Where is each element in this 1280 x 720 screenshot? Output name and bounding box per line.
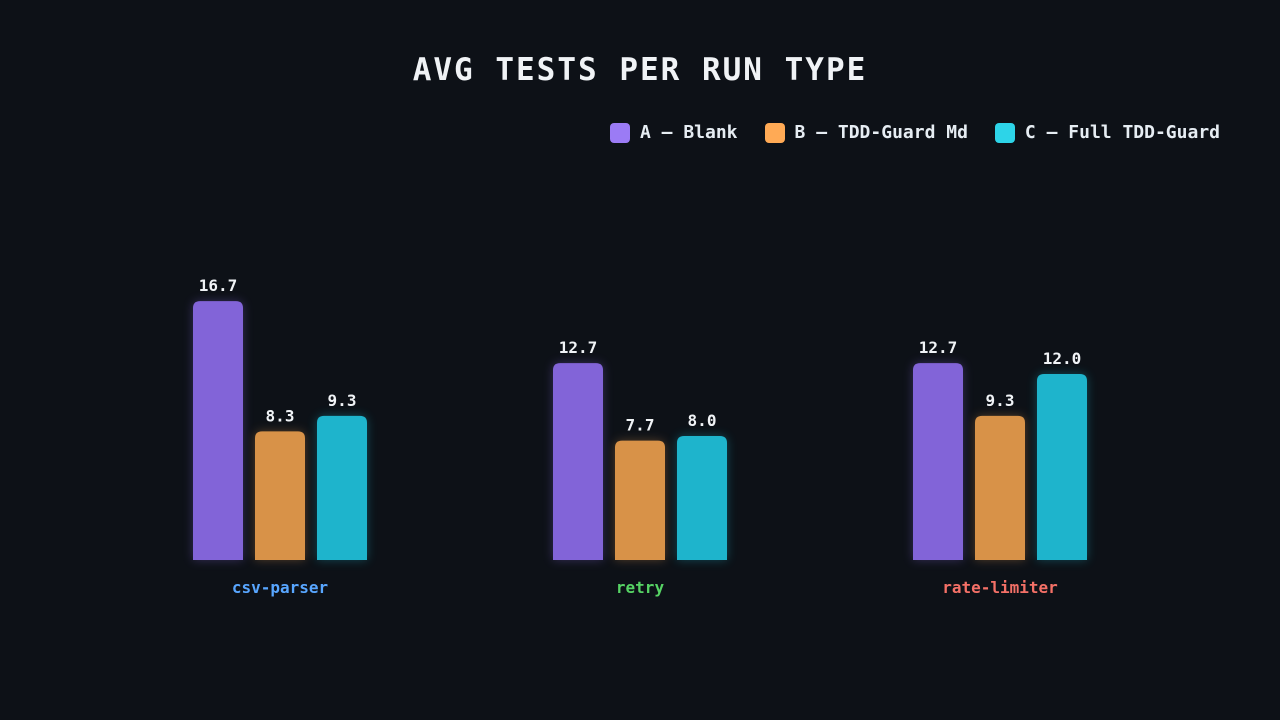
- legend-swatch-a: [609, 123, 630, 143]
- value-label: 9.3: [328, 391, 357, 410]
- category-label-rate-limiter: rate-limiter: [942, 578, 1058, 597]
- legend-swatch-b: [764, 123, 785, 143]
- legend-item-c: C – Full TDD-Guard: [994, 122, 1220, 144]
- category-label-retry: retry: [616, 578, 665, 597]
- value-label: 7.7: [626, 416, 655, 435]
- value-label: 8.3: [266, 406, 295, 425]
- bar-csv-parser-series-c: [317, 415, 367, 560]
- bar-retry-series-a: [553, 363, 603, 560]
- legend-label-b: B – TDD-Guard Md: [794, 122, 968, 143]
- bar-rate-limiter-series-c: [1037, 374, 1087, 560]
- value-label: 12.7: [559, 338, 598, 357]
- value-label: 9.3: [986, 391, 1015, 410]
- legend-item-a: A – Blank: [609, 122, 738, 144]
- value-label: 12.0: [1043, 349, 1082, 368]
- bar-csv-parser-series-a: [193, 301, 243, 560]
- bar-retry-series-c: [677, 436, 727, 560]
- chart-legend: A – Blank B – TDD-Guard Md C – Full TDD-…: [583, 122, 1220, 144]
- legend-item-b: B – TDD-Guard Md: [764, 122, 968, 144]
- bar-rate-limiter-series-b: [975, 415, 1025, 560]
- legend-label-c: C – Full TDD-Guard: [1024, 122, 1220, 143]
- bar-rate-limiter-series-a: [913, 363, 963, 560]
- value-label: 8.0: [688, 411, 717, 430]
- value-label: 12.7: [919, 338, 958, 357]
- value-label: 16.7: [199, 276, 238, 295]
- legend-swatch-c: [994, 123, 1015, 143]
- bar-retry-series-b: [615, 440, 665, 560]
- category-label-csv-parser: csv-parser: [232, 578, 328, 597]
- legend-label-a: A – Blank: [639, 122, 738, 143]
- bar-csv-parser-series-b: [255, 431, 305, 560]
- chart-title: AVG TESTS PER RUN TYPE: [412, 52, 868, 88]
